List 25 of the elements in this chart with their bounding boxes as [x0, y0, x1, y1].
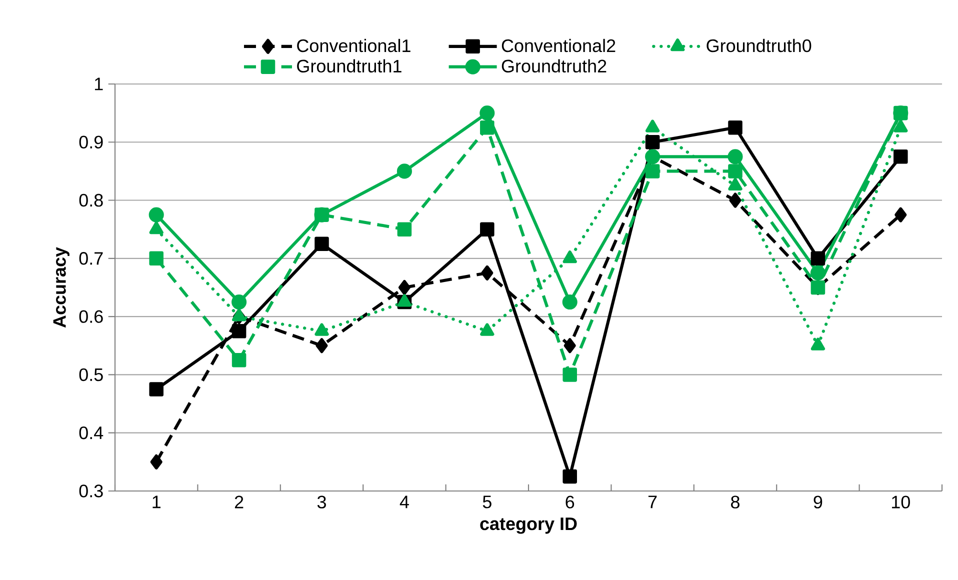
legend-label: Conventional2	[502, 38, 616, 52]
y-tick-label: 0.3	[79, 484, 103, 498]
y-tick-label: 0.8	[79, 194, 103, 207]
y-tick-label: 0.4	[79, 426, 104, 440]
x-tick-label: 3	[317, 496, 326, 508]
x-tick-label: 5	[482, 496, 492, 508]
legend-label: Groundtruth0	[706, 38, 812, 52]
x-axis-title: category ID	[480, 518, 577, 534]
x-tick-label: 9	[814, 496, 822, 508]
x-tick-label: 4	[400, 496, 409, 508]
legend-label: Conventional1	[297, 38, 410, 52]
x-tick-label: 1	[152, 496, 160, 508]
y-tick-label: 1	[94, 78, 103, 90]
legend-label: Groundtruth1	[297, 59, 402, 72]
y-tick-label: 0.7	[79, 252, 103, 265]
x-tick-label: 2	[234, 496, 244, 508]
x-tick-label: 7	[648, 496, 657, 508]
y-tick-label: 0.6	[79, 310, 103, 323]
x-tick-label: 8	[731, 496, 740, 508]
y-tick-label: 0.9	[79, 136, 103, 148]
x-tick-label: 10	[892, 496, 910, 508]
x-tick-label: 6	[566, 496, 574, 508]
y-axis-title: Accuracy	[53, 247, 70, 328]
y-tick-label: 0.5	[79, 368, 103, 382]
legend-label: Groundtruth2	[502, 59, 606, 72]
